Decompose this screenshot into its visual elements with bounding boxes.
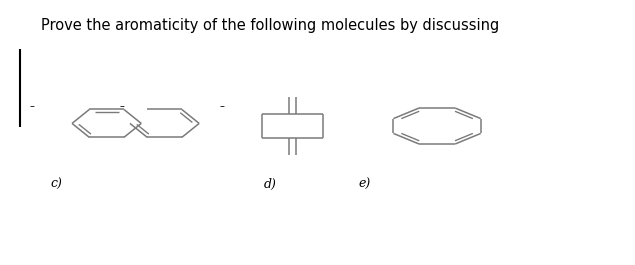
Text: –: – <box>30 101 35 112</box>
Text: –: – <box>220 101 225 112</box>
Text: d): d) <box>264 178 277 191</box>
Text: Prove the aromaticity of the following molecules by discussing: Prove the aromaticity of the following m… <box>41 18 499 33</box>
Text: –: – <box>119 101 124 112</box>
Text: e): e) <box>358 178 371 191</box>
Text: c): c) <box>50 178 62 191</box>
